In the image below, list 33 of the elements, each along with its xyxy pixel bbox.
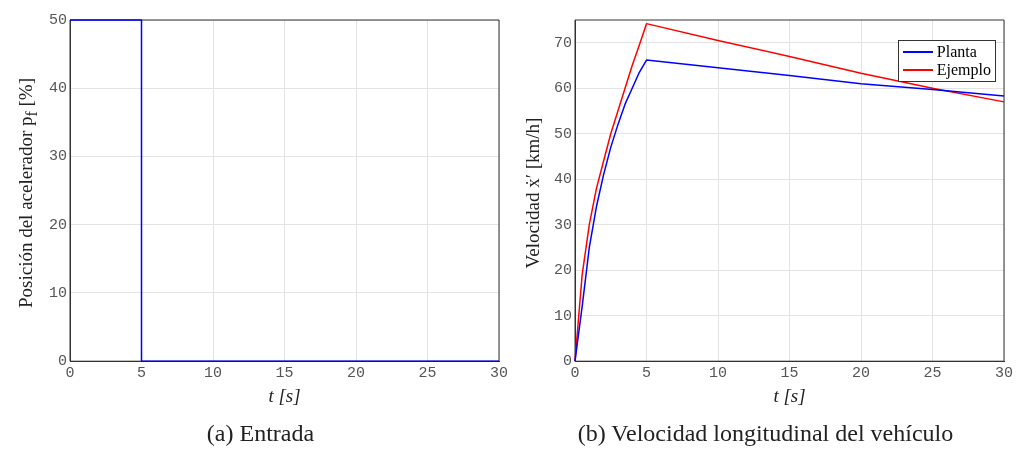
text: (b) Velocidad longitudinal del vehículo [576, 420, 955, 447]
y-axis-title: Velocidad ẋ′ [km/h] [522, 117, 544, 269]
x-tick-label: 15 [275, 365, 294, 383]
x-tick-label: 25 [418, 365, 437, 383]
y-tick-label: 20 [48, 216, 67, 234]
y-tick-label: 50 [553, 125, 572, 143]
x-axis-title: t [s] [268, 384, 301, 406]
x-axis-title: t [s] [773, 384, 806, 406]
y-tick-label: 0 [562, 353, 572, 371]
y-tick-label: 20 [553, 262, 572, 280]
x-tick-label: 20 [346, 365, 366, 383]
x-tick-label: 5 [136, 365, 147, 383]
y-tick-label: 60 [553, 80, 572, 98]
y-tick-label: 30 [553, 216, 572, 234]
y-tick-label: 50 [48, 11, 67, 29]
x-tick-label: 25 [923, 365, 942, 383]
legend-label: Planta [936, 43, 977, 61]
y-tick-label: 70 [553, 34, 572, 52]
x-tick-label: 15 [780, 365, 799, 383]
x-tick-label: 30 [994, 365, 1014, 383]
x-tick-label: 10 [708, 365, 728, 383]
y-tick-label: 10 [48, 284, 67, 302]
y-tick-label: 40 [553, 171, 572, 189]
y-tick-label: 30 [48, 148, 67, 166]
y-tick-label: 40 [48, 80, 67, 98]
y-tick-label: 10 [553, 307, 572, 325]
legend-label: Ejemplo [936, 61, 991, 79]
text: (a) Entrada [205, 420, 316, 447]
x-tick-label: 10 [203, 365, 223, 383]
x-tick-label: 20 [851, 365, 871, 383]
y-tick-label: 0 [57, 353, 67, 371]
x-tick-label: 5 [641, 365, 652, 383]
x-tick-label: 30 [489, 365, 509, 383]
